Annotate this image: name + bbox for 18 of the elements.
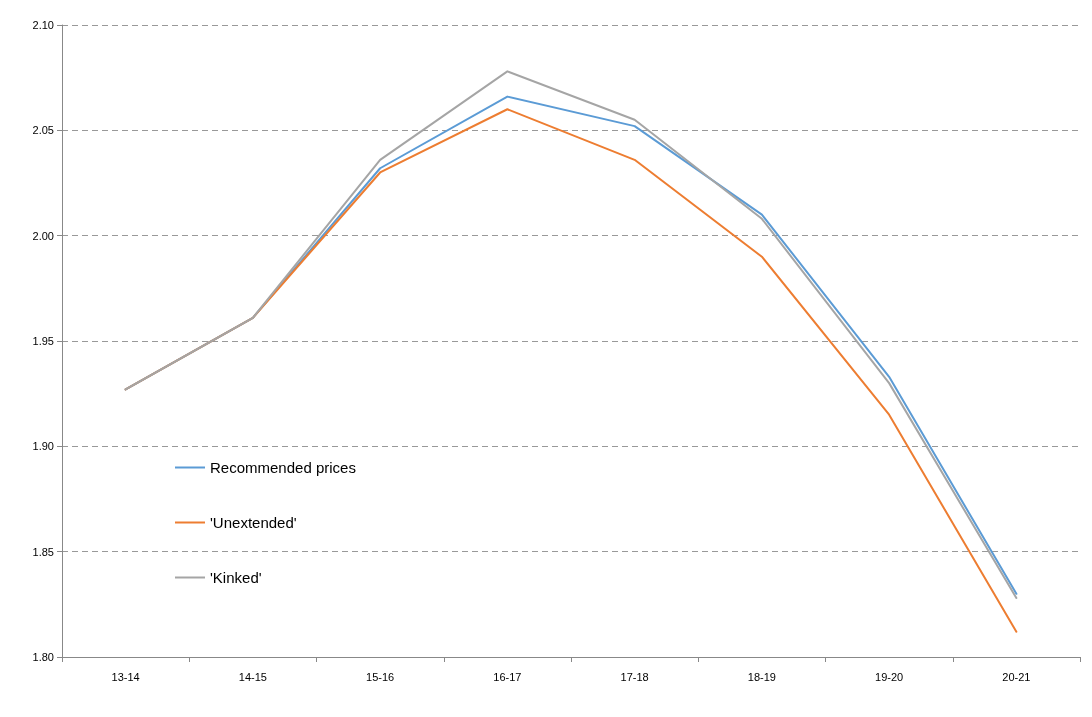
y-tick-label: 2.00 [32, 229, 54, 242]
y-tick-label: 1.95 [32, 335, 54, 347]
x-tick-label: 15-16 [366, 670, 395, 683]
legend-label: 'Unextended' [210, 514, 297, 531]
y-tick-label: 1.85 [32, 545, 54, 558]
y-tick-label: 1.90 [32, 440, 54, 453]
x-tick-label: 13-14 [111, 670, 140, 683]
x-tick-label: 14-15 [238, 670, 267, 683]
y-tick-label: 2.10 [32, 19, 54, 31]
legend-label: 'Kinked' [210, 569, 262, 586]
y-tick-label: 1.80 [32, 651, 54, 663]
x-tick-label: 19-20 [875, 670, 904, 683]
legend-label: Recommended prices [210, 459, 356, 476]
x-tick-label: 18-19 [747, 670, 776, 683]
x-tick-label: 17-18 [620, 670, 649, 683]
y-tick-label: 2.05 [32, 124, 54, 137]
x-tick-label: 16-17 [493, 670, 522, 683]
x-tick-label: 20-21 [1002, 670, 1031, 683]
